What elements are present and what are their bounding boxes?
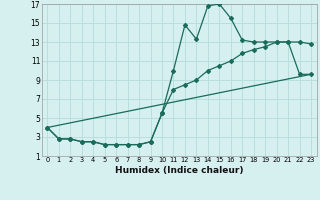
X-axis label: Humidex (Indice chaleur): Humidex (Indice chaleur)	[115, 166, 244, 175]
